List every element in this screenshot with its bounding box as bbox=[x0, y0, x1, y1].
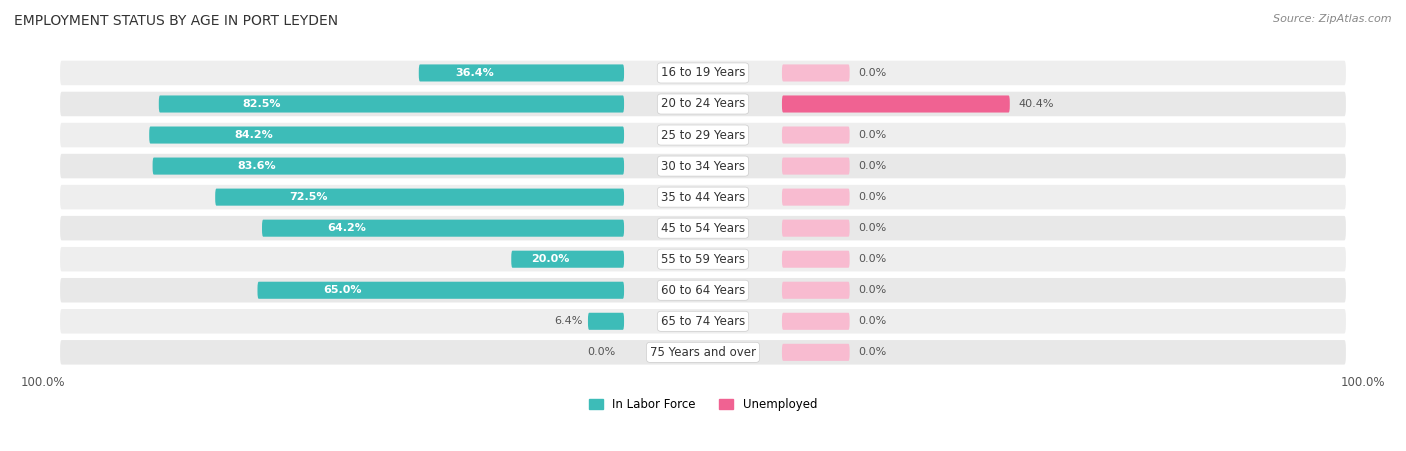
Text: 36.4%: 36.4% bbox=[456, 68, 495, 78]
Text: 65.0%: 65.0% bbox=[323, 285, 361, 295]
FancyBboxPatch shape bbox=[782, 344, 849, 361]
FancyBboxPatch shape bbox=[262, 220, 624, 237]
Text: 82.5%: 82.5% bbox=[243, 99, 281, 109]
FancyBboxPatch shape bbox=[782, 189, 849, 206]
Text: 0.0%: 0.0% bbox=[858, 130, 886, 140]
Text: 0.0%: 0.0% bbox=[858, 68, 886, 78]
FancyBboxPatch shape bbox=[60, 185, 1346, 209]
FancyBboxPatch shape bbox=[782, 282, 849, 299]
Text: 75 Years and over: 75 Years and over bbox=[650, 346, 756, 359]
Text: 83.6%: 83.6% bbox=[238, 161, 276, 171]
Text: 0.0%: 0.0% bbox=[858, 223, 886, 233]
Text: 84.2%: 84.2% bbox=[235, 130, 273, 140]
Text: 40.4%: 40.4% bbox=[1018, 99, 1053, 109]
FancyBboxPatch shape bbox=[512, 251, 624, 268]
FancyBboxPatch shape bbox=[782, 313, 849, 330]
FancyBboxPatch shape bbox=[215, 189, 624, 206]
Text: 64.2%: 64.2% bbox=[328, 223, 366, 233]
FancyBboxPatch shape bbox=[153, 157, 624, 175]
FancyBboxPatch shape bbox=[588, 313, 624, 330]
Text: 0.0%: 0.0% bbox=[858, 161, 886, 171]
FancyBboxPatch shape bbox=[60, 340, 1346, 364]
FancyBboxPatch shape bbox=[60, 278, 1346, 303]
Text: 0.0%: 0.0% bbox=[858, 347, 886, 357]
FancyBboxPatch shape bbox=[60, 92, 1346, 116]
Text: 72.5%: 72.5% bbox=[288, 192, 328, 202]
Text: 20 to 24 Years: 20 to 24 Years bbox=[661, 97, 745, 110]
Text: 0.0%: 0.0% bbox=[858, 316, 886, 326]
Text: 35 to 44 Years: 35 to 44 Years bbox=[661, 191, 745, 203]
Text: 16 to 19 Years: 16 to 19 Years bbox=[661, 66, 745, 79]
FancyBboxPatch shape bbox=[60, 216, 1346, 240]
Text: 100.0%: 100.0% bbox=[21, 376, 65, 389]
FancyBboxPatch shape bbox=[257, 282, 624, 299]
Text: 60 to 64 Years: 60 to 64 Years bbox=[661, 284, 745, 297]
FancyBboxPatch shape bbox=[782, 96, 1010, 113]
Text: 0.0%: 0.0% bbox=[858, 192, 886, 202]
FancyBboxPatch shape bbox=[782, 251, 849, 268]
Text: 45 to 54 Years: 45 to 54 Years bbox=[661, 221, 745, 235]
Text: 65 to 74 Years: 65 to 74 Years bbox=[661, 315, 745, 328]
FancyBboxPatch shape bbox=[782, 157, 849, 175]
Legend: In Labor Force, Unemployed: In Labor Force, Unemployed bbox=[583, 394, 823, 416]
FancyBboxPatch shape bbox=[782, 220, 849, 237]
Text: 0.0%: 0.0% bbox=[858, 285, 886, 295]
Text: 0.0%: 0.0% bbox=[588, 347, 616, 357]
Text: Source: ZipAtlas.com: Source: ZipAtlas.com bbox=[1274, 14, 1392, 23]
Text: 100.0%: 100.0% bbox=[1341, 376, 1385, 389]
FancyBboxPatch shape bbox=[60, 247, 1346, 272]
Text: 20.0%: 20.0% bbox=[531, 254, 569, 264]
Text: EMPLOYMENT STATUS BY AGE IN PORT LEYDEN: EMPLOYMENT STATUS BY AGE IN PORT LEYDEN bbox=[14, 14, 339, 28]
Text: 6.4%: 6.4% bbox=[554, 316, 582, 326]
FancyBboxPatch shape bbox=[419, 64, 624, 82]
Text: 30 to 34 Years: 30 to 34 Years bbox=[661, 160, 745, 173]
FancyBboxPatch shape bbox=[782, 64, 849, 82]
Text: 25 to 29 Years: 25 to 29 Years bbox=[661, 129, 745, 142]
FancyBboxPatch shape bbox=[149, 126, 624, 143]
FancyBboxPatch shape bbox=[60, 309, 1346, 334]
FancyBboxPatch shape bbox=[60, 154, 1346, 178]
Text: 55 to 59 Years: 55 to 59 Years bbox=[661, 253, 745, 266]
FancyBboxPatch shape bbox=[60, 123, 1346, 147]
FancyBboxPatch shape bbox=[60, 61, 1346, 85]
FancyBboxPatch shape bbox=[782, 126, 849, 143]
Text: 0.0%: 0.0% bbox=[858, 254, 886, 264]
FancyBboxPatch shape bbox=[159, 96, 624, 113]
